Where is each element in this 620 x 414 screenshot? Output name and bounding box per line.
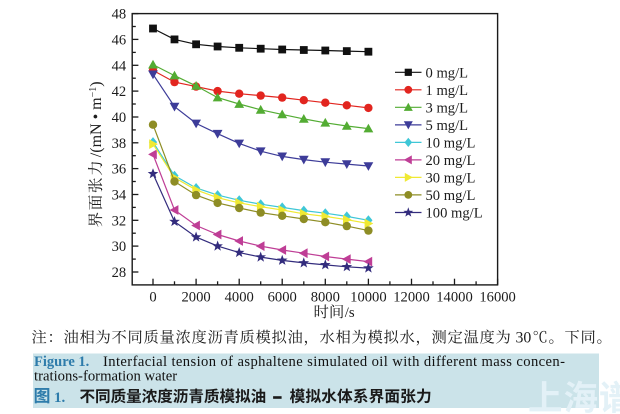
svg-text:34: 34 [112, 188, 127, 204]
svg-text:46: 46 [112, 32, 127, 48]
svg-text:5 mg/L: 5 mg/L [426, 118, 469, 134]
svg-text:44: 44 [112, 58, 127, 74]
svg-text:40: 40 [112, 110, 127, 126]
svg-text:36: 36 [112, 162, 127, 178]
svg-text:16000: 16000 [479, 289, 515, 305]
svg-text:3 mg/L: 3 mg/L [426, 101, 469, 117]
svg-text:14000: 14000 [436, 289, 472, 305]
svg-text:32: 32 [112, 213, 127, 229]
svg-text:trations-formation water: trations-formation water [34, 368, 177, 384]
svg-text:100 mg/L: 100 mg/L [426, 206, 483, 222]
svg-text:10 mg/L: 10 mg/L [426, 136, 476, 152]
svg-text:6000: 6000 [268, 289, 297, 305]
svg-text:30: 30 [516, 330, 532, 347]
svg-text:50 mg/L: 50 mg/L [426, 188, 476, 204]
svg-text:/(mN • m−1): /(mN • m−1) [88, 81, 106, 157]
svg-text:20 mg/L: 20 mg/L [426, 153, 476, 169]
svg-text:12000: 12000 [393, 289, 429, 305]
svg-text:30: 30 [112, 239, 127, 255]
svg-text:30 mg/L: 30 mg/L [426, 171, 476, 187]
svg-text:1 mg/L: 1 mg/L [426, 83, 469, 99]
svg-text:10000: 10000 [350, 289, 386, 305]
svg-text:38: 38 [112, 136, 127, 152]
svg-text:/s: /s [345, 305, 355, 321]
svg-text:1.: 1. [54, 390, 66, 406]
svg-text:28: 28 [112, 265, 127, 281]
svg-text:2000: 2000 [182, 289, 211, 305]
svg-text:4000: 4000 [225, 289, 254, 305]
svg-text:8000: 8000 [311, 289, 340, 305]
svg-text:0: 0 [149, 289, 156, 305]
svg-text:0 mg/L: 0 mg/L [426, 66, 469, 82]
svg-text:Figure 1.: Figure 1. [34, 354, 89, 370]
svg-text:Interfacial tension of asphalt: Interfacial tension of asphaltene simula… [103, 354, 565, 370]
svg-text:48: 48 [112, 7, 127, 23]
svg-text:42: 42 [112, 84, 127, 100]
